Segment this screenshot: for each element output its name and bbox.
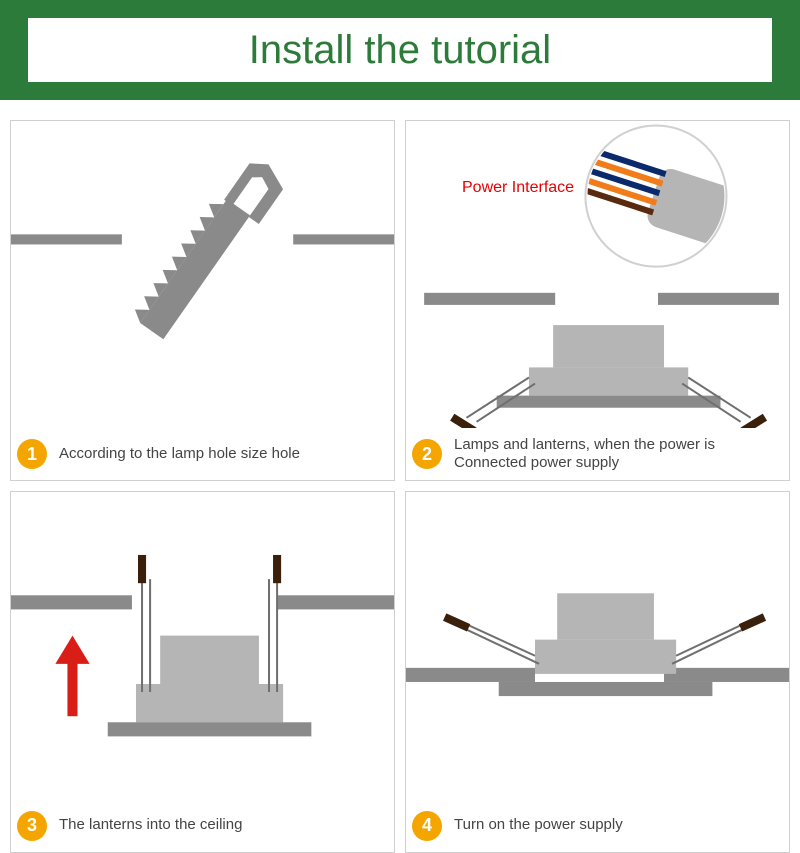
- step-number-badge: 3: [17, 811, 47, 841]
- step-number-badge: 1: [17, 439, 47, 469]
- step-number-badge: 2: [412, 439, 442, 469]
- power-illustration: [406, 121, 789, 428]
- saw-illustration: [11, 121, 394, 428]
- power-interface-label: Power Interface: [462, 179, 574, 197]
- step-caption-text: The lanterns into the ceiling: [59, 816, 242, 835]
- step-panel-2: Power Interface 2 Lamps and lanterns, wh…: [405, 120, 790, 481]
- step-panel-1: 1 According to the lamp hole size hole: [10, 120, 395, 481]
- step-number-badge: 4: [412, 811, 442, 841]
- header-inner: Install the tutorial: [28, 18, 772, 82]
- page-title: Install the tutorial: [249, 28, 551, 73]
- step-caption-row-2: 2 Lamps and lanterns, when the power is …: [406, 428, 789, 480]
- step-art-1: [11, 121, 394, 428]
- step-caption-text: Turn on the power supply: [454, 816, 623, 835]
- step-art-2: Power Interface: [406, 121, 789, 428]
- step-caption-row-1: 1 According to the lamp hole size hole: [11, 428, 394, 480]
- step-art-3: [11, 492, 394, 799]
- step-panel-3: 3 The lanterns into the ceiling: [10, 491, 395, 852]
- step-caption-text: Lamps and lanterns, when the power is Co…: [454, 436, 779, 474]
- step-art-4: [406, 492, 789, 799]
- step-panel-4: 4 Turn on the power supply: [405, 491, 790, 852]
- installed-illustration: [406, 492, 789, 799]
- steps-grid: 1 According to the lamp hole size hole: [0, 100, 800, 852]
- step-caption-text: According to the lamp hole size hole: [59, 445, 300, 464]
- insert-illustration: [11, 492, 394, 799]
- header-band: Install the tutorial: [0, 0, 800, 100]
- step-caption-row-4: 4 Turn on the power supply: [406, 800, 789, 852]
- step-caption-row-3: 3 The lanterns into the ceiling: [11, 800, 394, 852]
